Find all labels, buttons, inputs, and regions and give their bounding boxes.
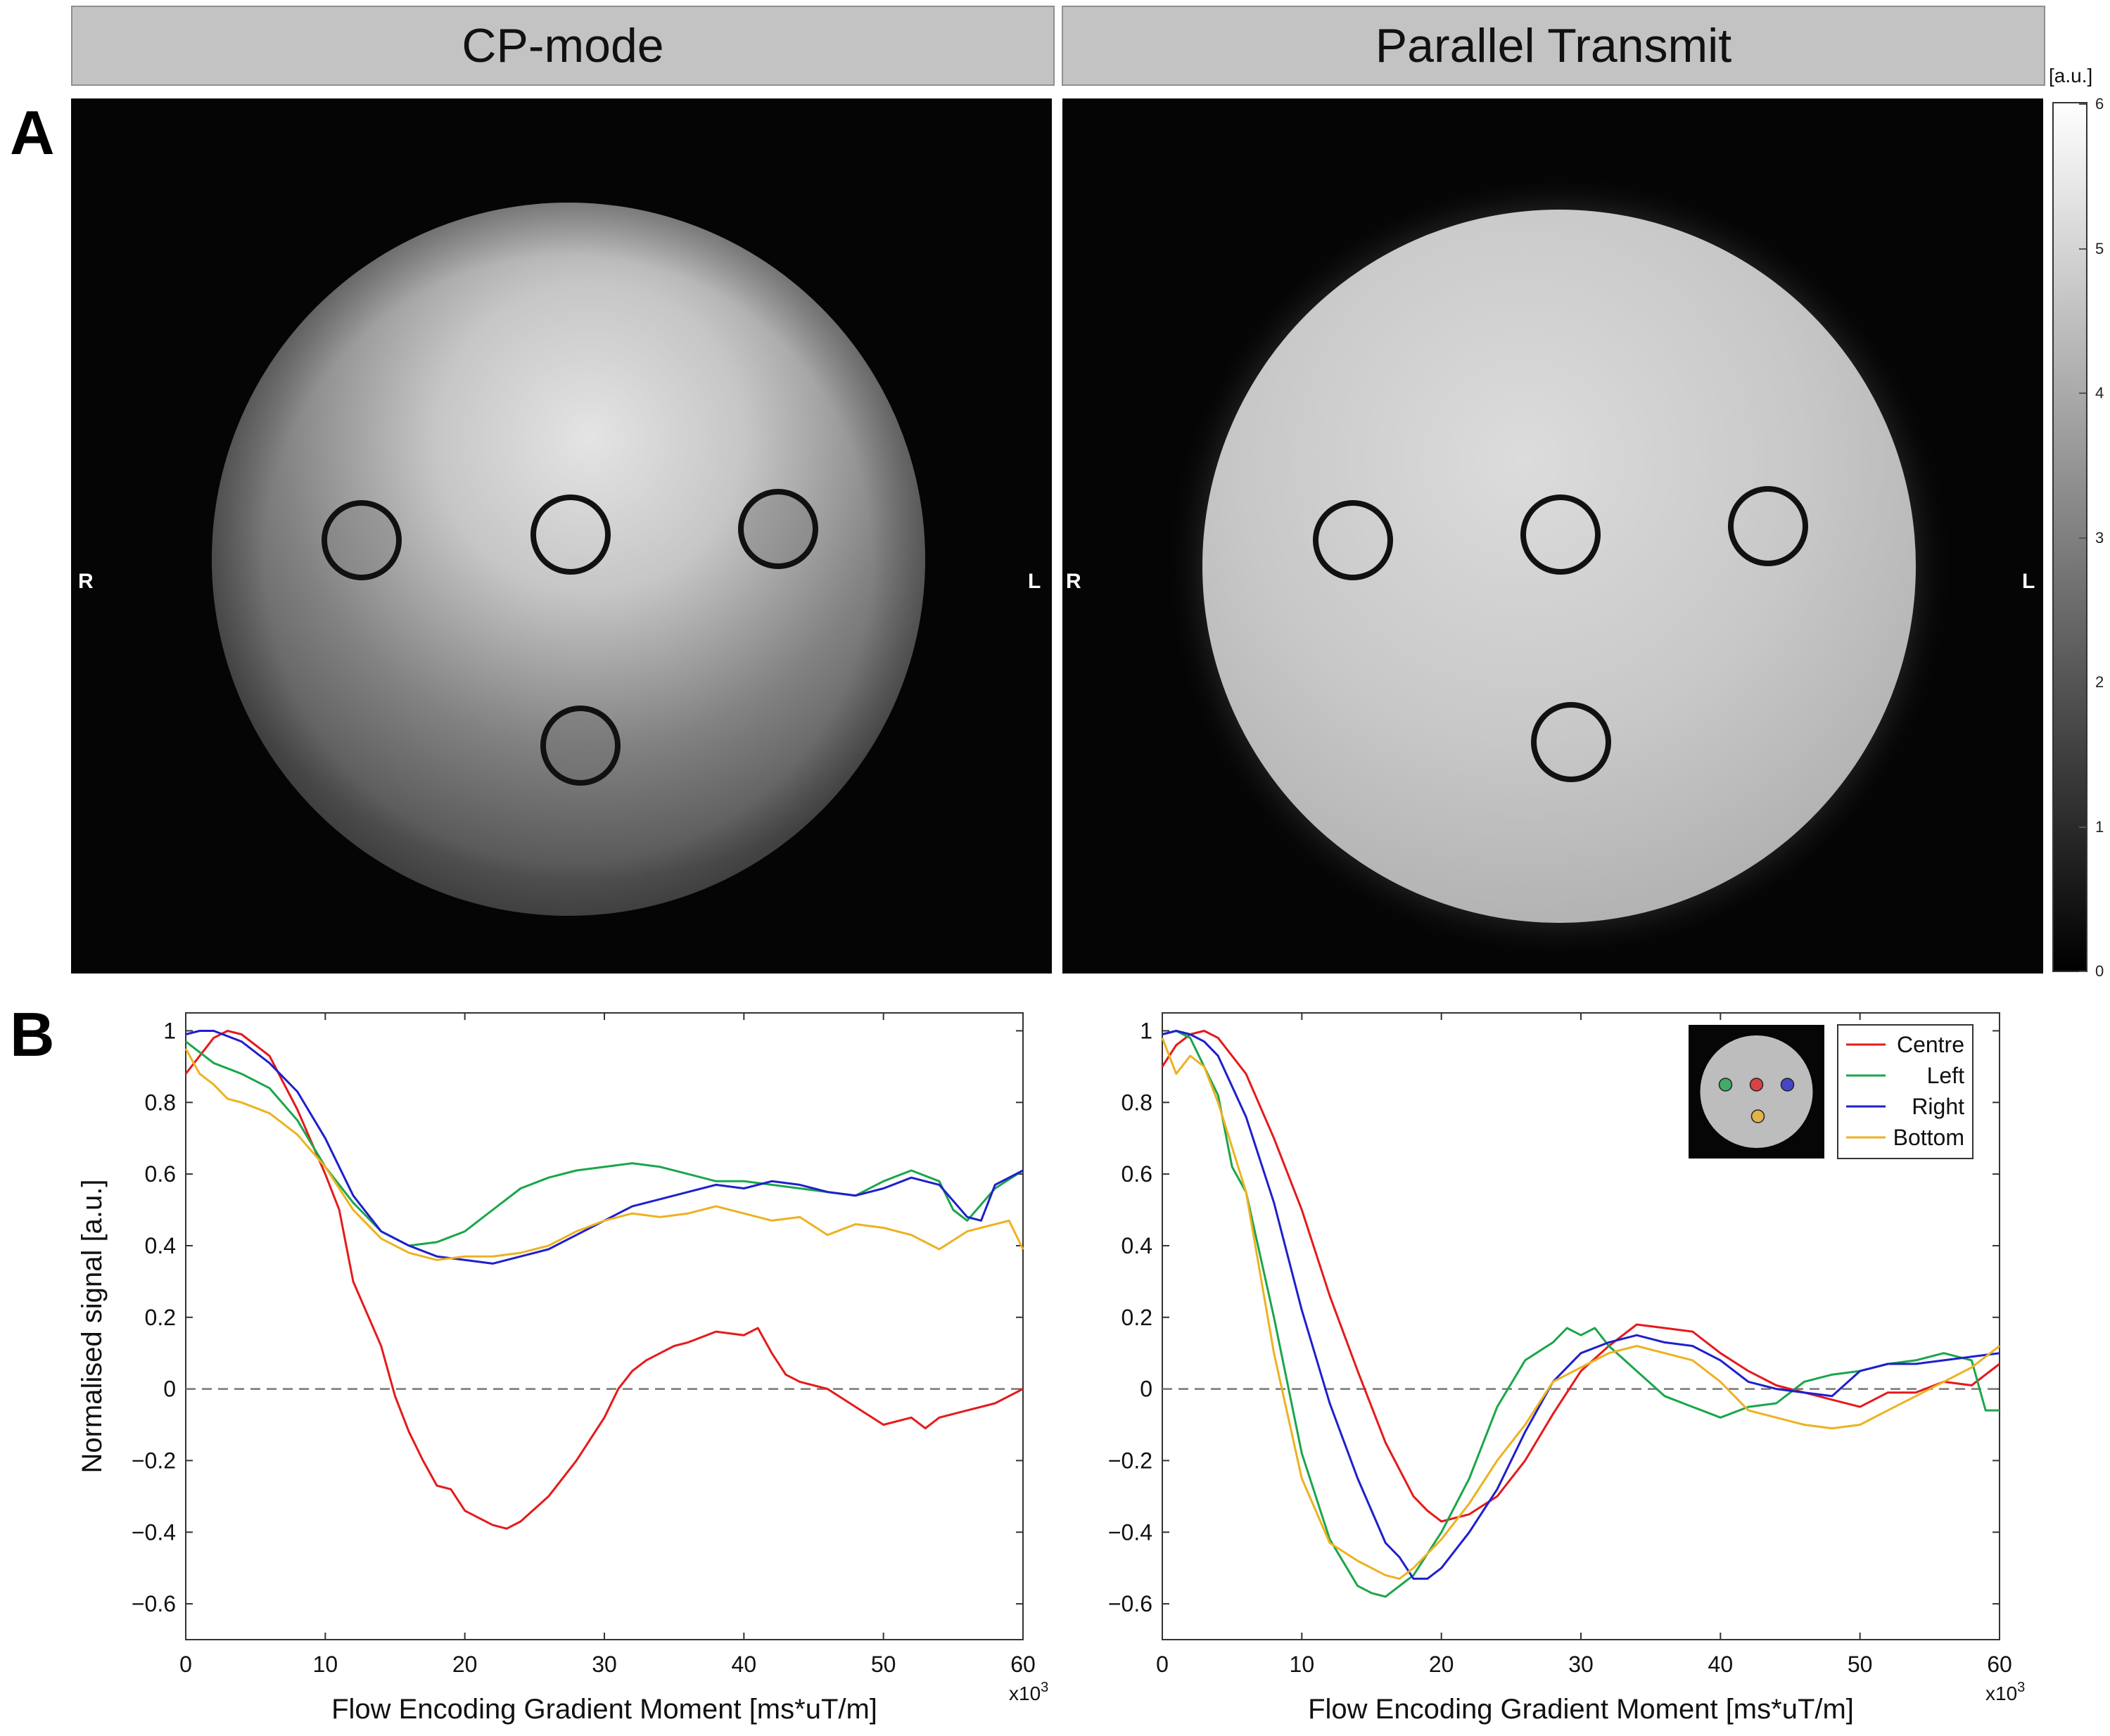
y-tick-label: −0.4 <box>1108 1519 1152 1545</box>
colorbar-tick-mark <box>2079 537 2086 539</box>
x-tick-label: 0 <box>1156 1652 1169 1677</box>
inset-roi-centre <box>1749 1078 1764 1092</box>
x-multiplier-exponent: 3 <box>1041 1680 1048 1695</box>
colorbar-tick-mark <box>2079 682 2086 683</box>
y-tick-label: 0 <box>1140 1377 1152 1402</box>
mri-image-parallel-transmit: R L <box>1062 98 2043 974</box>
y-tick-label: 1 <box>1140 1018 1152 1043</box>
vial-bottom <box>1531 702 1611 782</box>
legend-label-centre: Centre <box>1897 1032 1964 1057</box>
y-tick-label: −0.6 <box>132 1591 176 1616</box>
panel-label-b: B <box>10 1000 55 1069</box>
signal-plots: 10.80.60.40.20−0.2−0.4−0.60 10 20 30 40 50 60x… <box>77 1012 2025 1725</box>
y-tick-label: 1 <box>163 1018 176 1043</box>
colorbar-tick-label: 3 <box>2095 528 2104 547</box>
inset-roi-bottom <box>1750 1109 1765 1123</box>
phantom-disc <box>1202 210 1916 923</box>
colorbar-tick-mark <box>2079 103 2086 105</box>
x-tick-label: 60 <box>1987 1652 2012 1677</box>
orientation-r: R <box>1066 570 1081 593</box>
colorbar-tick-label: 4 <box>2095 384 2104 402</box>
orientation-r: R <box>78 570 94 593</box>
x-tick-label: 10 <box>1290 1652 1315 1677</box>
colorbar-tick-mark <box>2079 248 2086 250</box>
vial-right <box>322 500 402 580</box>
colorbar-tick-label: 0 <box>2095 962 2104 980</box>
y-tick-label: −0.2 <box>1108 1448 1152 1473</box>
colorbar-tick-label: 2 <box>2095 673 2104 691</box>
panel-label-a: A <box>10 98 55 167</box>
x-axis-label: Flow Encoding Gradient Moment [ms*uT/m] <box>331 1694 877 1725</box>
inset-phantom-disc <box>1700 1035 1813 1148</box>
x-tick-label: 0 <box>179 1652 192 1677</box>
x-multiplier-label: x103 <box>1985 1680 2025 1704</box>
vial-left <box>1728 486 1808 566</box>
series-line-right <box>1162 1030 2000 1580</box>
x-tick-label: 10 <box>313 1652 338 1677</box>
inset-roi-right <box>1780 1078 1795 1092</box>
colorbar-tick-mark <box>2079 971 2086 972</box>
colorbar-tick-label: 1 <box>2095 817 2104 836</box>
header-cp-mode: CP-mode <box>71 6 1055 86</box>
x-axis-label: Flow Encoding Gradient Moment [ms*uT/m] <box>1308 1694 1854 1725</box>
vial-right <box>1313 500 1393 580</box>
vial-centre <box>1520 494 1601 575</box>
x-tick-label: 40 <box>732 1652 757 1677</box>
series-line-centre <box>184 1030 1024 1530</box>
x-tick-label: 50 <box>1848 1652 1873 1677</box>
legend-label-right: Right <box>1912 1094 1964 1119</box>
y-tick-label: −0.6 <box>1108 1591 1152 1616</box>
y-tick-label: 0.4 <box>145 1233 176 1258</box>
x-tick-label: 40 <box>1708 1652 1734 1677</box>
y-tick-label: 0.8 <box>1121 1090 1152 1115</box>
series-line-bottom <box>1161 1038 2000 1580</box>
y-tick-label: −0.2 <box>132 1448 176 1473</box>
x-tick-label: 60 <box>1010 1652 1036 1677</box>
y-tick-label: 0.6 <box>145 1161 176 1187</box>
series-line-centre <box>1161 1030 2000 1523</box>
y-tick-label: 0.6 <box>1121 1161 1152 1187</box>
vial-left <box>738 489 818 569</box>
x-multiplier-exponent: 3 <box>2017 1680 2025 1695</box>
mri-image-cp-mode: R L <box>71 98 1052 974</box>
colorbar-unit: [a.u.] <box>2049 65 2093 87</box>
colorbar-tick-label: 5 <box>2095 239 2104 257</box>
orientation-l: L <box>1028 570 1041 593</box>
y-tick-label: 0.4 <box>1121 1233 1152 1258</box>
x-tick-label: 20 <box>1429 1652 1454 1677</box>
y-tick-label: 0 <box>163 1377 176 1402</box>
chart-2: 1 0.8 0.6 0.4 0.2 0 −0.2 −0.4 −0.6 0 10 20 30 40 50 60 x… <box>1108 1012 2025 1725</box>
y-tick-label: 0.2 <box>1121 1305 1152 1330</box>
series-line-bottom <box>184 1048 1024 1261</box>
x-tick-label: 30 <box>1568 1652 1594 1677</box>
header-parallel-transmit: Parallel Transmit <box>1062 6 2045 86</box>
legend-label-bottom: Bottom <box>1893 1125 1964 1150</box>
x-tick-label: 20 <box>452 1652 478 1677</box>
x-tick-label: 50 <box>871 1652 896 1677</box>
colorbar-tick-label: 6 <box>2095 95 2104 113</box>
vial-centre <box>530 494 611 575</box>
orientation-l: L <box>2022 570 2035 593</box>
y-tick-label: 0.2 <box>145 1305 176 1330</box>
vial-bottom <box>540 706 621 786</box>
colorbar-tick-mark <box>2079 392 2086 394</box>
chart-1: 1 0.8 0.6 0.4 0.2 0 −0.2 −0.4 −0.6 0 10 20 30 40 50 60 x… <box>77 1012 1048 1725</box>
x-multiplier-label: x103 <box>1009 1680 1048 1704</box>
x-tick-label: 30 <box>592 1652 617 1677</box>
inset-roi-left <box>1718 1078 1733 1092</box>
y-axis-label: Normalised signal [a.u.] <box>77 1180 108 1474</box>
y-tick-label: −0.4 <box>132 1519 176 1545</box>
legend-box <box>1837 1024 1974 1159</box>
plot-frame <box>185 1012 1024 1640</box>
colorbar-tick-mark <box>2079 826 2086 828</box>
y-tick-label: 0.8 <box>145 1090 176 1115</box>
legend-label-left: Left <box>1927 1063 1964 1088</box>
